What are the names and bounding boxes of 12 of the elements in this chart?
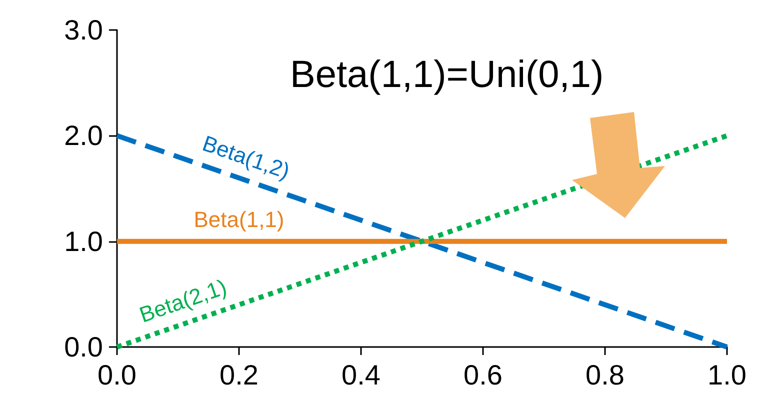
- x-tick-label: 0.4: [342, 360, 380, 390]
- x-tick-label: 0.0: [98, 360, 136, 390]
- annotation: Beta(1,1)=Uni(0,1): [290, 54, 604, 96]
- x-tick-label: 0.6: [464, 360, 502, 390]
- y-tick-label: 2.0: [64, 120, 103, 152]
- y-tick-label: 0.0: [64, 332, 103, 362]
- y-tick-label: 1.0: [64, 226, 103, 257]
- x-tick-label: 0.8: [586, 360, 624, 390]
- series-label: Beta(1,1): [194, 206, 284, 232]
- x-tick-label: 1.0: [708, 360, 746, 390]
- y-tick-label: 3.0: [64, 14, 103, 46]
- x-tick-label: 0.2: [220, 360, 258, 390]
